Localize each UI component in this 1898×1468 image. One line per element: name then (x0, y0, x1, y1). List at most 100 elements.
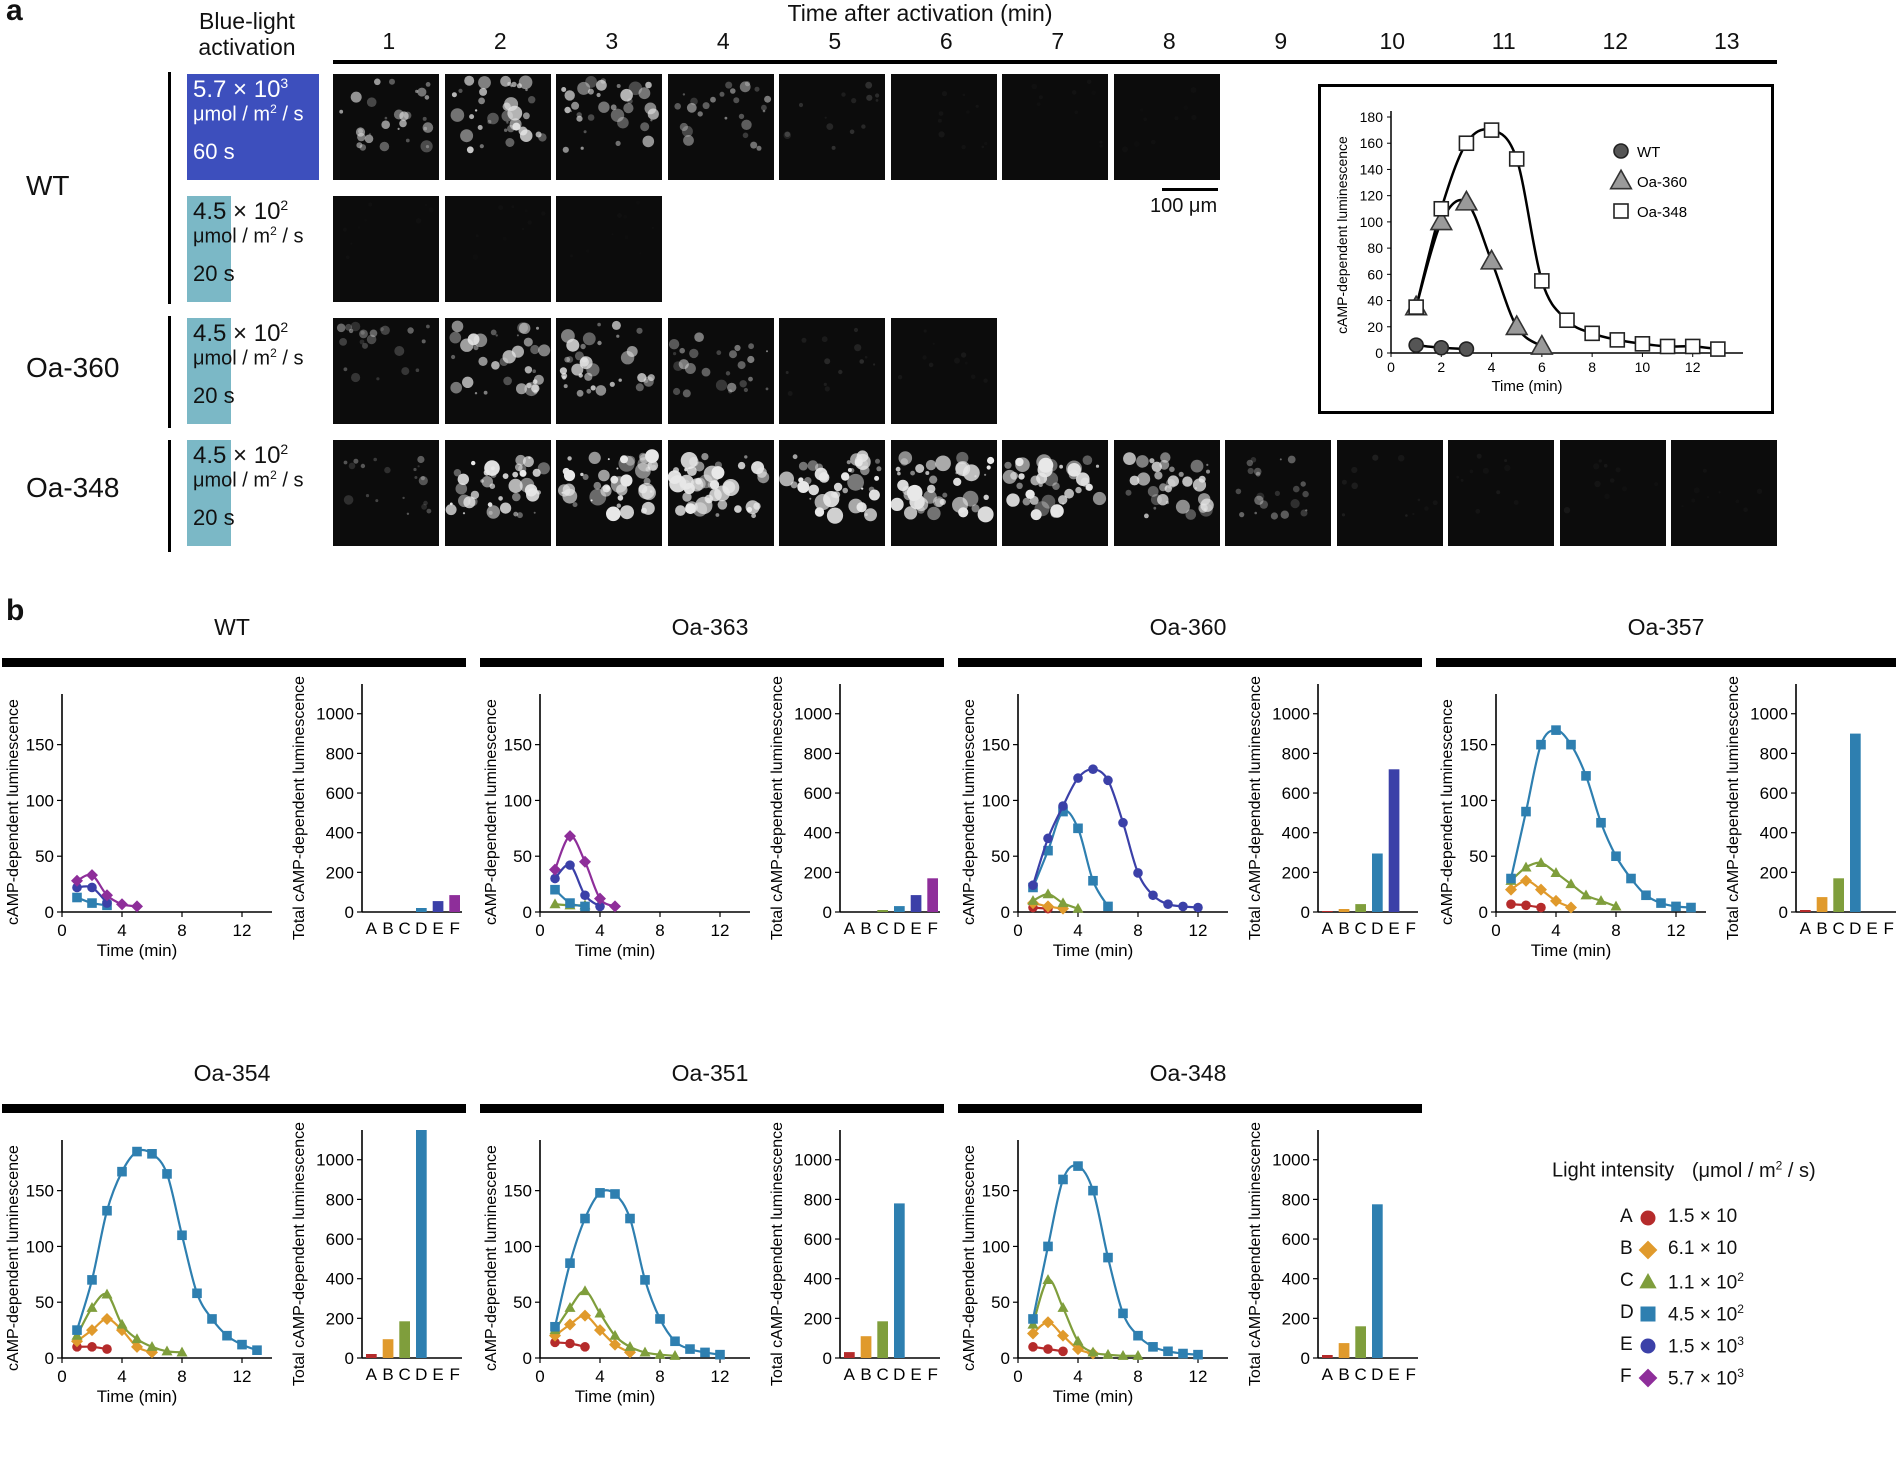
cell-signal (1743, 507, 1748, 512)
bar-y-tick-label: 200 (804, 1309, 832, 1328)
bar-B (1816, 897, 1828, 912)
bar-category-label: D (893, 919, 905, 938)
cell-signal (842, 487, 848, 494)
cell-signal (760, 104, 767, 111)
cell-signal (580, 146, 584, 150)
cell-signal (765, 350, 768, 353)
scale-bar-label: 100 μm (1150, 195, 1218, 217)
bar-y-tick-label: 600 (326, 784, 354, 803)
cell-signal (898, 451, 912, 465)
cell-signal (537, 462, 550, 475)
cell-signal (714, 461, 722, 469)
series-point-E (87, 882, 97, 893)
cell-signal (1254, 511, 1257, 515)
bar-C (1355, 1326, 1366, 1358)
cell-signal (620, 455, 628, 464)
cell-signal (497, 496, 503, 501)
cell-signal (486, 119, 491, 124)
cell-signal (804, 477, 812, 485)
micrograph-signal (783, 81, 880, 150)
chart-rule-oa348 (958, 1104, 1422, 1113)
cell-signal (957, 507, 968, 518)
inset-y-tick-label: 120 (1360, 188, 1384, 204)
light-unit-sup: 2 (270, 346, 277, 361)
line-y-tick-label: 150 (504, 1182, 532, 1201)
cell-signal (595, 385, 607, 396)
cell-signal (765, 387, 768, 391)
cell-signal (694, 496, 712, 515)
light-intensity-base: 4.5 × 10 (193, 198, 281, 225)
line-x-tick-label: 0 (57, 1367, 66, 1386)
cell-signal (1203, 508, 1206, 511)
bar-C (399, 1321, 410, 1358)
blue-light-header: Blue-light activation (198, 8, 296, 61)
line-y-tick-label: 100 (26, 1237, 54, 1256)
cell-signal (625, 455, 636, 466)
cell-signal (593, 481, 602, 490)
cell-signal (420, 476, 425, 481)
line-y-tick-label: 50 (991, 1293, 1010, 1312)
cell-signal (1030, 509, 1042, 521)
line-y-tick-label: 150 (982, 736, 1010, 755)
cell-signal (358, 226, 361, 229)
cell-signal (504, 138, 514, 147)
series-point-D (1073, 1161, 1083, 1171)
series-point-D (1073, 823, 1083, 834)
series-point-B (146, 1346, 158, 1359)
cell-signal (375, 499, 379, 503)
bar-B (382, 1339, 394, 1358)
cell-signal (389, 78, 395, 85)
chart-rule-oa360 (958, 658, 1422, 667)
cell-signal (966, 110, 970, 114)
legend-value: 1.5 × 103 (1668, 1334, 1744, 1358)
bar-category-label: A (1800, 919, 1812, 938)
cell-signal (737, 361, 746, 370)
cell-signal (620, 88, 633, 102)
cell-signal (868, 489, 880, 501)
line-x-tick-label: 8 (177, 921, 186, 940)
light-unit-text: μmol / m (193, 226, 271, 249)
light-unit-sup: 2 (270, 468, 277, 483)
light-text-0: 5.7 × 103 μmol / m2 / s 60 s (193, 75, 303, 164)
micrograph-signal (1002, 454, 1107, 521)
cell-signal (345, 323, 352, 331)
cell-signal (975, 104, 979, 108)
series-point-D (1133, 1330, 1143, 1341)
cell-signal (1030, 475, 1041, 486)
cell-signal (524, 366, 532, 374)
bar-y-tick-label: 0 (1301, 1349, 1310, 1368)
cell-signal (615, 140, 621, 146)
bar-y-tick-label: 600 (1760, 784, 1788, 803)
cell-signal (641, 485, 656, 501)
legend-marker-circle (1640, 1210, 1656, 1226)
cell-signal (449, 381, 462, 394)
cell-signal (523, 337, 533, 347)
cell-signal (1460, 478, 1464, 482)
row-bracket-oa348 (168, 440, 171, 552)
bar-category-label: B (382, 1365, 393, 1384)
bar-category-label: C (399, 919, 411, 938)
cell-signal (415, 368, 420, 372)
micrograph-r3-t1 (333, 440, 439, 546)
series-point-D (87, 1275, 97, 1285)
cell-signal (1654, 482, 1658, 486)
cell-signal (1075, 111, 1079, 115)
cell-signal (875, 99, 879, 102)
cell-signal (792, 454, 798, 460)
cell-signal (787, 391, 793, 396)
bar-y-tick-label: 1000 (794, 1151, 832, 1170)
series-line-D (1031, 1164, 1199, 1356)
cell-signal (474, 392, 477, 395)
cell-signal (425, 82, 431, 87)
chart-oa354: 0 50 100 150 0 4 8 12 Time (min) cAMP-dependent l… (5, 1122, 462, 1406)
cell-signal (589, 488, 607, 506)
legend-unit-sup: 2 (1775, 1158, 1783, 1172)
cell-signal (343, 228, 347, 232)
light-intensity: 5.7 × 103 (193, 75, 303, 103)
series-point-B (564, 1318, 576, 1331)
micrograph-r3-t3 (556, 440, 662, 546)
cell-signal (645, 81, 652, 89)
cell-signal (1247, 467, 1254, 475)
cell-signal (1082, 455, 1093, 465)
series-point-D (625, 1213, 635, 1224)
